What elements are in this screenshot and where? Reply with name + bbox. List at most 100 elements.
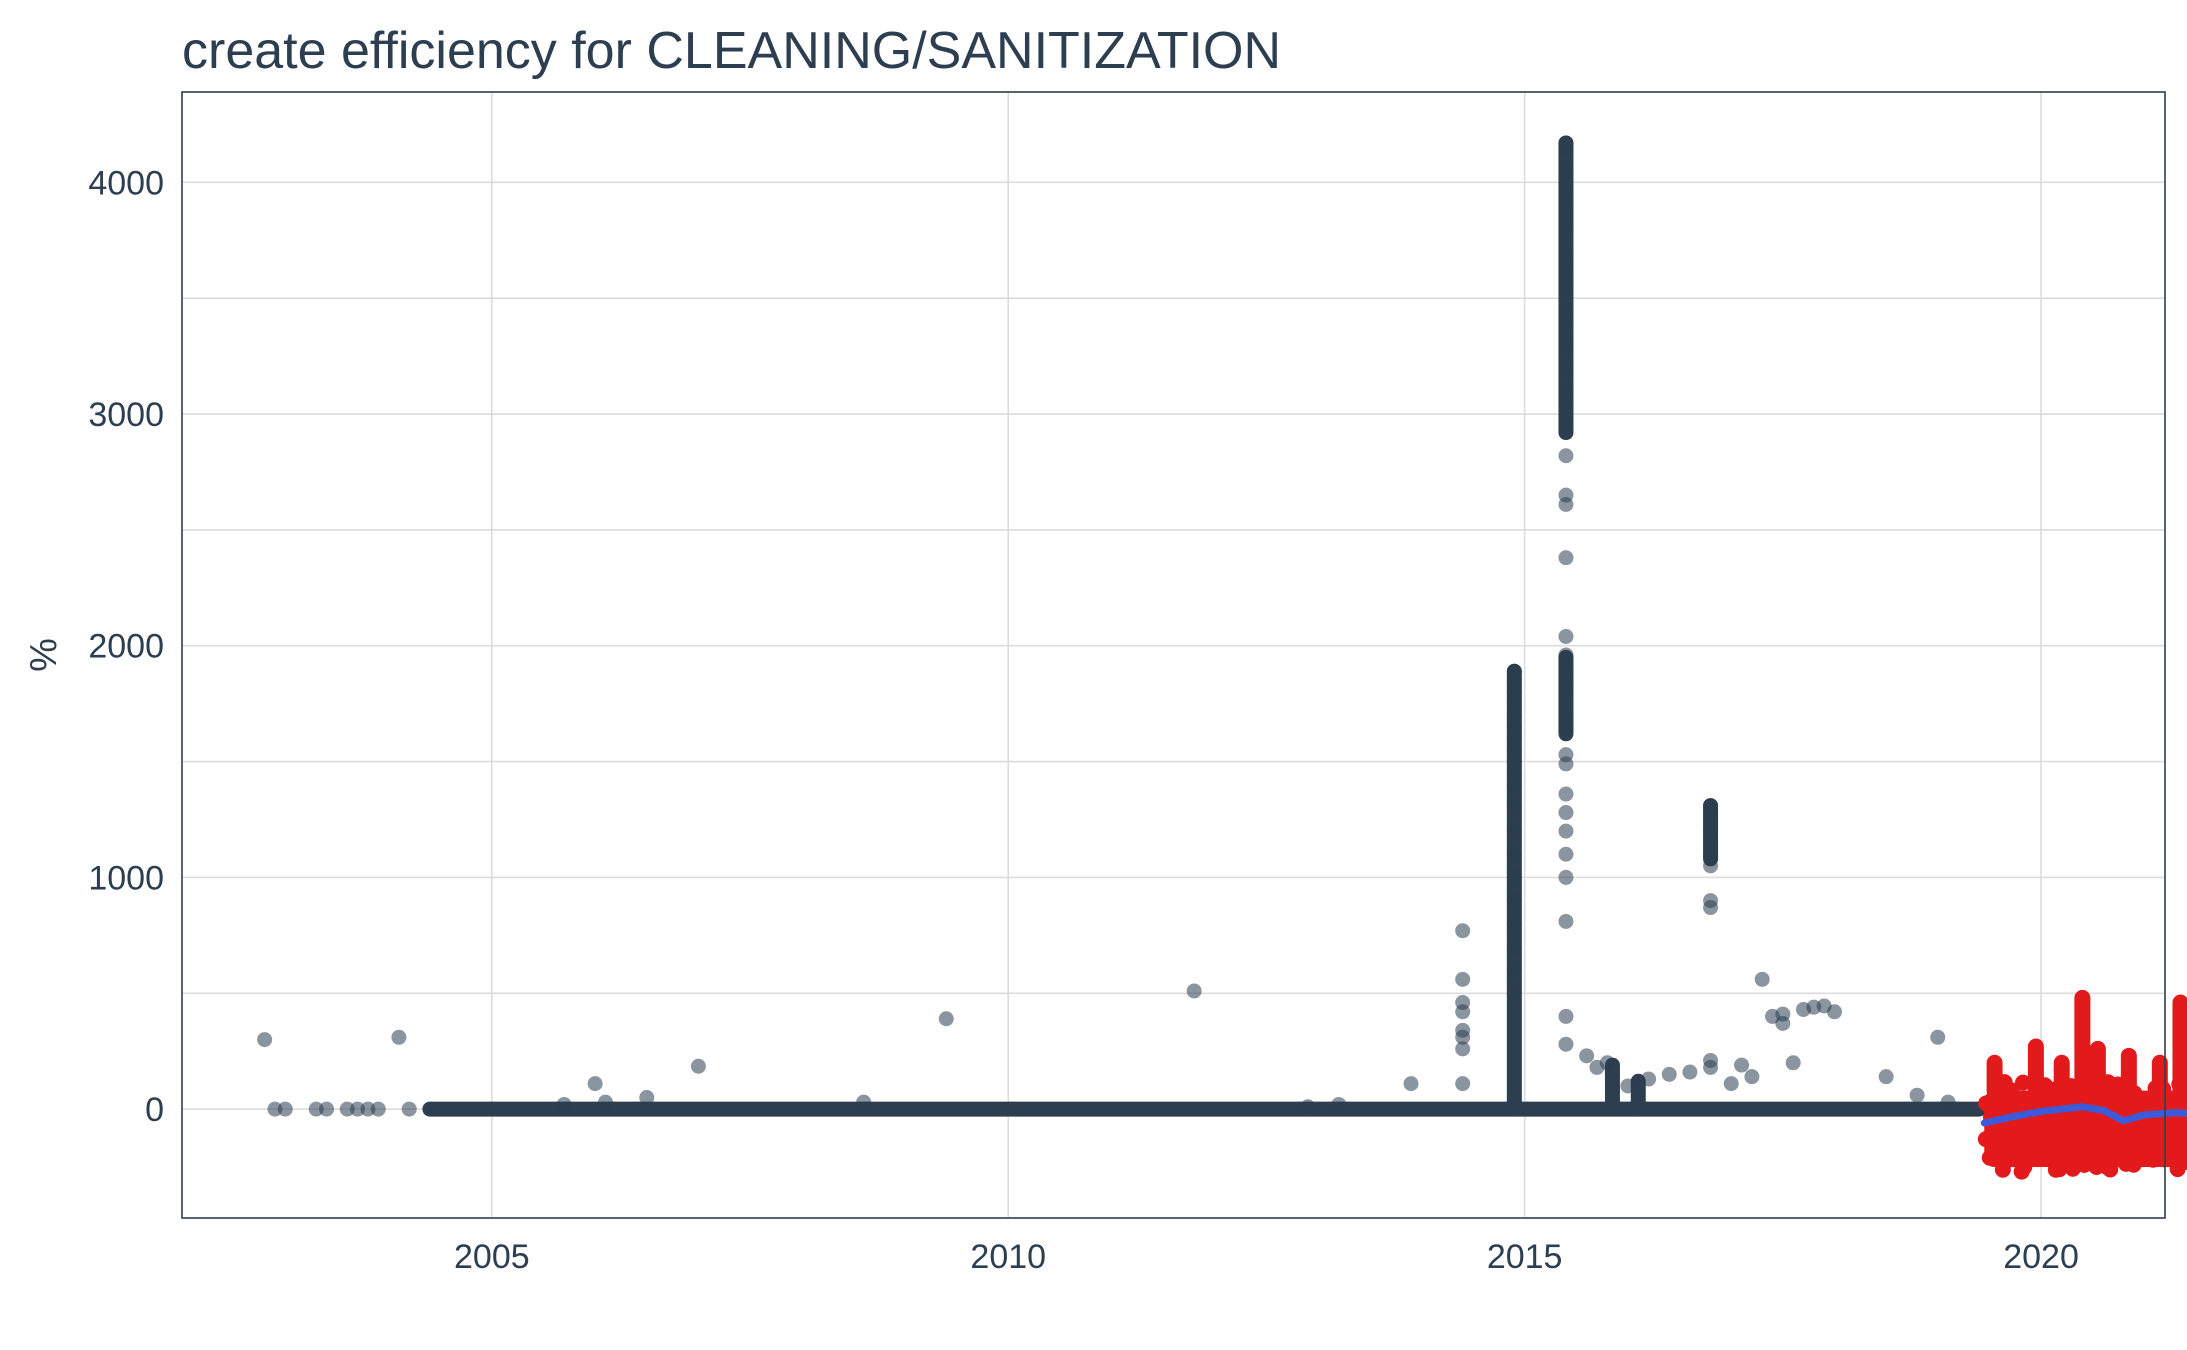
- chart-title: create efficiency for CLEANING/SANITIZAT…: [182, 22, 1281, 80]
- forecast-point: [2049, 1149, 2066, 1166]
- history-point: [1558, 550, 1574, 566]
- forecast-point: [2018, 1136, 2035, 1153]
- forecast-point: [1990, 1096, 2007, 1113]
- forecast-point: [2079, 1113, 2096, 1130]
- history-point: [1682, 1064, 1698, 1080]
- forecast-point: [2085, 1135, 2102, 1152]
- forecast-point: [2164, 1147, 2181, 1164]
- history-point: [1703, 835, 1719, 851]
- forecast-points-layer: [1977, 989, 2187, 1180]
- history-point: [1558, 325, 1574, 341]
- history-point: [1558, 313, 1574, 329]
- history-point: [1558, 267, 1574, 283]
- history-point: [1744, 1069, 1760, 1085]
- y-tick-label: 3000: [88, 396, 164, 434]
- history-point: [391, 1029, 407, 1045]
- history-point: [1641, 1071, 1657, 1087]
- history-point: [1455, 971, 1471, 987]
- history-point: [1558, 823, 1574, 839]
- y-tick-label: 2000: [88, 628, 164, 666]
- history-point: [1558, 719, 1574, 735]
- history-point: [1455, 1041, 1471, 1057]
- history-point: [1300, 1099, 1316, 1115]
- forecast-point: [2032, 1141, 2049, 1158]
- history-point: [1558, 406, 1574, 422]
- history-point: [1506, 893, 1522, 909]
- history-point: [1506, 823, 1522, 839]
- forecast-point: [2099, 1158, 2116, 1175]
- history-point: [1506, 939, 1522, 955]
- history-point: [339, 1101, 355, 1117]
- history-point: [1506, 684, 1522, 700]
- history-point: [1558, 337, 1574, 353]
- plot-panel-border: [181, 91, 2166, 1219]
- history-point: [1703, 900, 1719, 916]
- forecast-point: [2006, 1099, 2023, 1116]
- history-point: [1558, 279, 1574, 295]
- forecast-point: [2031, 1116, 2048, 1133]
- history-point: [1455, 923, 1471, 939]
- history-point: [1558, 244, 1574, 260]
- history-point: [1558, 418, 1574, 434]
- history-point: [856, 1094, 872, 1110]
- history-point: [1734, 1057, 1750, 1073]
- history-point: [1558, 661, 1574, 677]
- history-point: [277, 1101, 293, 1117]
- history-point: [1506, 916, 1522, 932]
- history-point: [1558, 198, 1574, 214]
- history-point: [1775, 1015, 1791, 1031]
- history-point: [1620, 1078, 1636, 1094]
- forecast-point: [2004, 1128, 2021, 1145]
- history-point: [1558, 448, 1574, 464]
- history-point: [1558, 383, 1574, 399]
- history-point: [1579, 1048, 1595, 1064]
- history-point: [1785, 1055, 1801, 1071]
- history-point: [1558, 684, 1574, 700]
- forecast-point: [2014, 1074, 2031, 1091]
- history-point: [1558, 209, 1574, 225]
- history-point: [1558, 302, 1574, 318]
- forecast-point: [2068, 1143, 2085, 1160]
- forecast-point: [1987, 1131, 2004, 1148]
- forecast-point: [2114, 1128, 2131, 1145]
- history-point: [1558, 707, 1574, 723]
- forecast-point: [2158, 1126, 2175, 1143]
- history-point: [1723, 1076, 1739, 1092]
- history-point: [1940, 1094, 1956, 1110]
- x-tick-label: 2010: [970, 1238, 1046, 1276]
- history-point: [1827, 1004, 1842, 1020]
- history-point: [1599, 1055, 1615, 1071]
- history-point: [1506, 730, 1522, 746]
- history-point: [1506, 696, 1522, 712]
- history-point: [360, 1101, 376, 1117]
- history-point: [1558, 163, 1574, 179]
- history-point: [1506, 869, 1522, 885]
- history-points-layer: [257, 135, 1987, 1117]
- forecast-point: [2067, 1117, 2084, 1134]
- history-point: [1506, 742, 1522, 758]
- x-tick-label: 2005: [454, 1238, 530, 1276]
- history-point: [1558, 672, 1574, 688]
- forecast-point: [2013, 1163, 2030, 1180]
- history-point: [1403, 1076, 1419, 1092]
- history-point: [1455, 1004, 1471, 1020]
- history-point: [1558, 846, 1574, 862]
- history-point: [1703, 811, 1719, 827]
- history-point: [1558, 913, 1574, 929]
- history-point: [1703, 823, 1719, 839]
- forecast-point: [2105, 1144, 2122, 1161]
- history-point: [1703, 846, 1719, 862]
- y-tick-label: 0: [145, 1091, 164, 1129]
- history-point: [401, 1101, 417, 1117]
- y-tick-label: 4000: [88, 164, 164, 202]
- x-tick-label: 2015: [1487, 1238, 1563, 1276]
- history-point: [267, 1101, 283, 1117]
- history-point: [350, 1101, 366, 1117]
- history-point: [1703, 1052, 1719, 1068]
- history-point: [690, 1058, 706, 1074]
- history-point: [1558, 140, 1574, 156]
- history-point: [1558, 174, 1574, 190]
- history-point: [597, 1094, 613, 1110]
- history-point: [587, 1076, 603, 1092]
